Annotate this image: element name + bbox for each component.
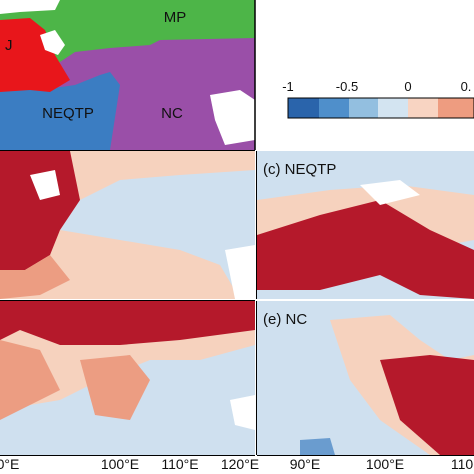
- panel-label: (e) NC: [263, 311, 307, 328]
- x-axis-label: 90°E: [290, 456, 321, 472]
- x-axis-label: 110: [451, 456, 474, 472]
- region-label: J: [5, 37, 13, 54]
- region-label: NC: [161, 105, 183, 122]
- panel-label: (c) NEQTP: [263, 161, 336, 178]
- x-axis-label: 120°E: [221, 456, 259, 472]
- x-axis-label: 100°E: [366, 456, 404, 472]
- colorbar-tick: -1: [282, 79, 294, 94]
- region-map: J MP NEQTP NC: [0, 0, 256, 150]
- colorbar-tick: 0.: [461, 79, 472, 94]
- colorbar: -1 -0.5 0 0.: [282, 79, 474, 119]
- map-panel: [0, 300, 255, 456]
- colorbar-tick: -0.5: [336, 79, 358, 94]
- x-axis-label: 110°E: [161, 456, 198, 472]
- colorbar-tick: 0: [404, 79, 411, 94]
- region-label: MP: [164, 9, 187, 26]
- map-panel: (c) NEQTP: [256, 151, 474, 299]
- map-panel: [0, 150, 255, 299]
- x-axis-label: 0°E: [0, 456, 19, 472]
- region-label: NEQTP: [42, 105, 94, 122]
- map-panel: (e) NC: [256, 301, 474, 456]
- x-axis-label: 100°E: [101, 456, 139, 472]
